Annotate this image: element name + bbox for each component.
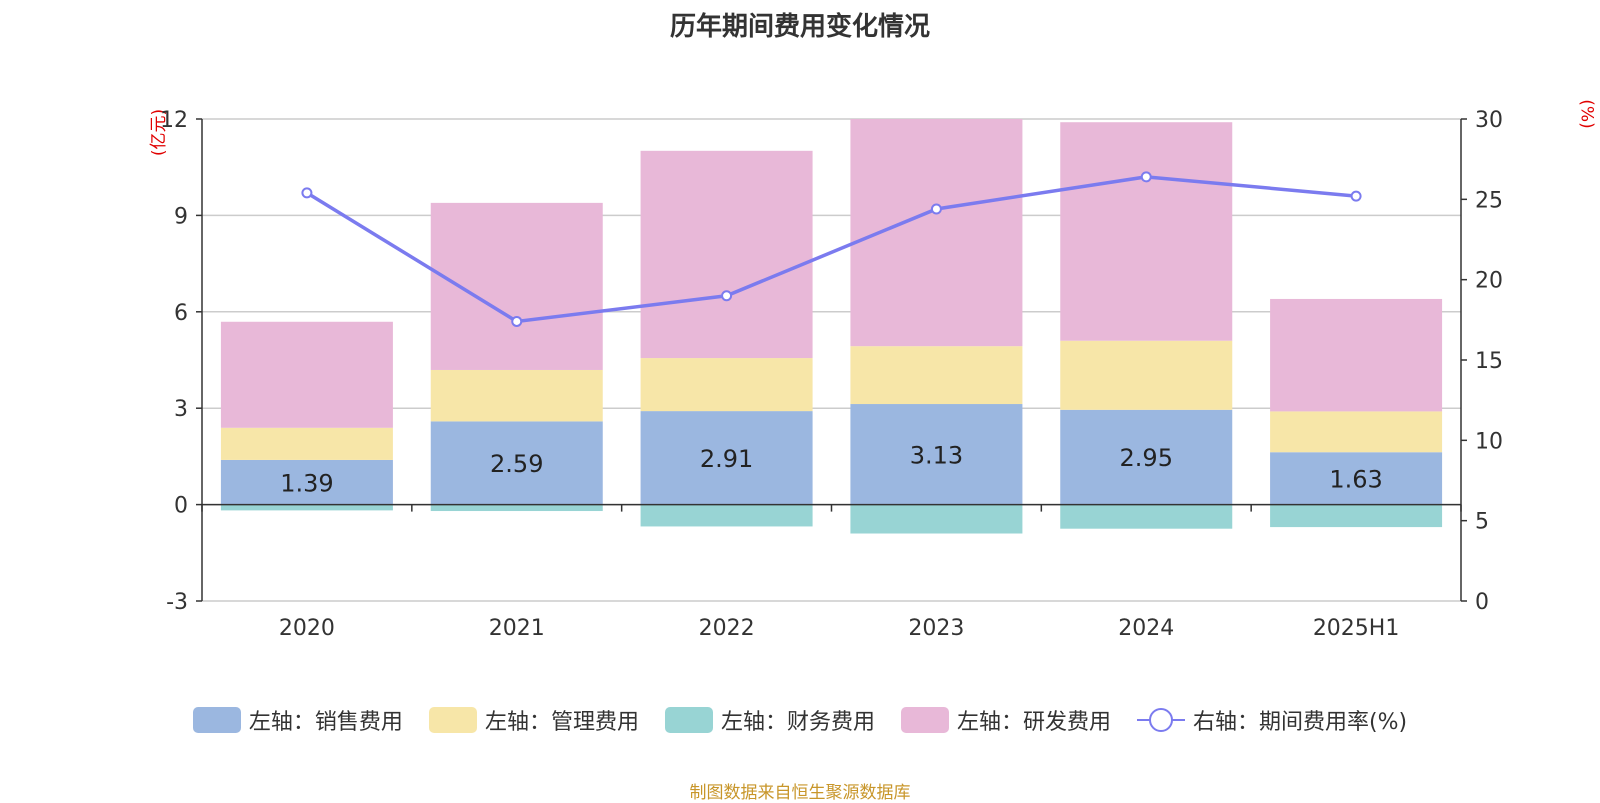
bar-segment (850, 404, 1023, 505)
legend: 左轴：销售费用 左轴：管理费用 左轴：财务费用 左轴：研发费用 右轴：期间费用率… (0, 704, 1600, 736)
legend-swatch-finance (664, 707, 713, 733)
left-tick-label: 0 (174, 494, 188, 519)
rate-point (511, 315, 523, 327)
legend-swatch-rnd (900, 707, 949, 733)
source-note: 制图数据来自恒生聚源数据库 (689, 783, 911, 803)
bar-segment (1270, 298, 1443, 412)
left-tick-label: -3 (166, 590, 188, 615)
rate-point (930, 203, 942, 215)
bar-segment (640, 358, 813, 412)
legend-line-marker-icon (1136, 707, 1185, 733)
data-label: 2.95 (1120, 444, 1173, 472)
bar-segment (850, 346, 1023, 405)
bar-segment (220, 504, 393, 511)
bar-segment (1060, 504, 1233, 529)
bar-segment (850, 504, 1023, 534)
legend-swatch-admin (428, 707, 477, 733)
rate-point (721, 290, 733, 302)
right-tick-label: 10 (1475, 429, 1503, 454)
bar-segment (220, 427, 393, 460)
data-label: 1.63 (1329, 465, 1382, 493)
x-tick-label: 2025H1 (1313, 616, 1400, 641)
legend-label-finance: 左轴：财务费用 (720, 710, 875, 735)
legend-swatch-sales (192, 707, 241, 733)
bar-segment (640, 150, 813, 359)
bar-segment (1060, 122, 1233, 341)
left-tick-label: 12 (160, 108, 188, 133)
right-tick-label: 30 (1475, 108, 1503, 133)
left-tick-label: 9 (174, 204, 188, 229)
right-tick-label: 15 (1475, 349, 1503, 374)
legend-label-rnd: 左轴：研发费用 (956, 710, 1111, 735)
legend-label-admin: 左轴：管理费用 (484, 710, 639, 735)
x-tick-label: 2021 (489, 616, 545, 641)
data-label: 3.13 (910, 441, 963, 469)
data-label: 2.91 (700, 445, 753, 473)
right-tick-label: 20 (1475, 269, 1503, 294)
bar-segment (220, 459, 393, 505)
legend-label-rate: 右轴：期间费用率(%) (1192, 710, 1408, 735)
legend-item-finance[interactable]: 左轴：财务费用 (664, 704, 875, 736)
bar-segment (1060, 340, 1233, 410)
bar-segment (1270, 504, 1443, 528)
legend-item-rnd[interactable]: 左轴：研发费用 (900, 704, 1111, 736)
rate-point (1140, 171, 1152, 183)
rate-point (301, 187, 313, 199)
rate-point (1350, 190, 1362, 202)
bar-segment (640, 411, 813, 505)
x-tick-label: 2020 (279, 616, 335, 641)
bar-segment (220, 321, 393, 428)
legend-item-rate[interactable]: 右轴：期间费用率(%) (1136, 704, 1408, 736)
rate-line (306, 175, 1357, 324)
left-tick-label: 3 (174, 397, 188, 422)
bar-segment (1270, 452, 1443, 505)
data-label: 2.59 (490, 450, 543, 478)
x-tick-label: 2023 (908, 616, 964, 641)
right-tick-label: 25 (1475, 188, 1503, 213)
chart-title: 历年期间费用变化情况 (669, 12, 930, 42)
bar-segment (1060, 409, 1233, 505)
right-tick-label: 0 (1475, 590, 1489, 615)
data-label: 1.39 (280, 469, 333, 497)
bar-segment (430, 369, 603, 422)
legend-item-admin[interactable]: 左轴：管理费用 (428, 704, 639, 736)
bar-segment (430, 504, 603, 512)
legend-label-sales: 左轴：销售费用 (248, 710, 403, 735)
bar-segment (430, 421, 603, 505)
legend-item-sales[interactable]: 左轴：销售费用 (192, 704, 403, 736)
x-tick-label: 2022 (699, 616, 755, 641)
bar-segment (1270, 411, 1443, 453)
x-tick-label: 2024 (1118, 616, 1174, 641)
left-tick-label: 6 (174, 301, 188, 326)
right-tick-label: 5 (1475, 510, 1489, 535)
bar-segment (640, 504, 813, 527)
